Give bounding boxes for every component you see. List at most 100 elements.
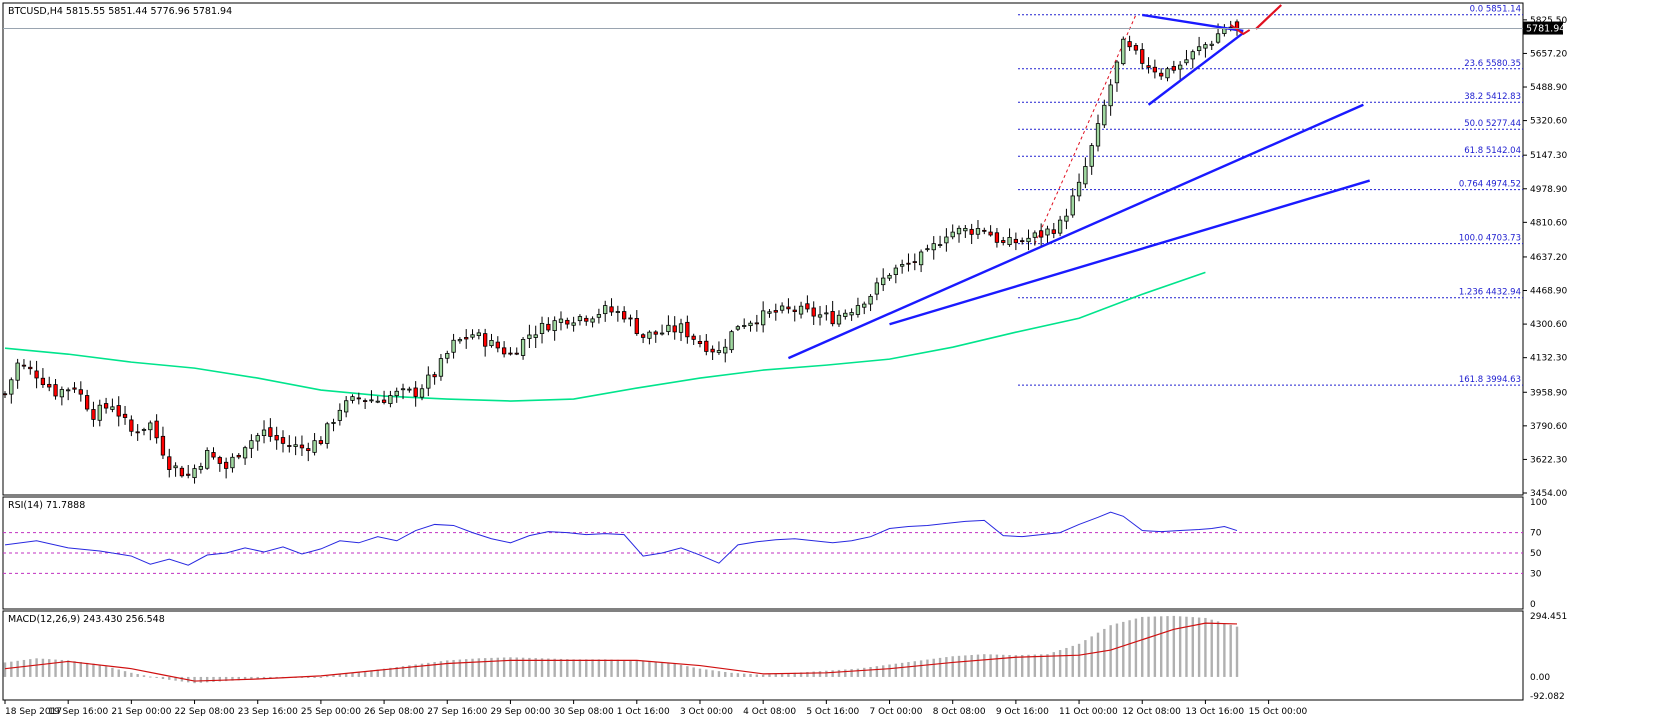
candle bbox=[400, 383, 406, 400]
candle-body bbox=[1070, 195, 1075, 216]
candle bbox=[729, 329, 734, 353]
last-price-label: 5781.94 bbox=[1526, 24, 1565, 35]
candle bbox=[1209, 40, 1214, 50]
candle-body bbox=[40, 377, 46, 386]
candle-body bbox=[571, 322, 576, 326]
candle bbox=[173, 462, 178, 477]
candle bbox=[1133, 42, 1139, 55]
candle-body bbox=[881, 277, 886, 286]
macd-histogram-bar bbox=[692, 667, 695, 677]
candle-body bbox=[963, 228, 968, 232]
macd-histogram-bar bbox=[414, 664, 417, 677]
macd-histogram-bar bbox=[1216, 621, 1220, 677]
candle-body bbox=[135, 431, 140, 434]
candle-body bbox=[337, 409, 342, 421]
candle-body bbox=[798, 305, 804, 315]
candle-body bbox=[1076, 181, 1082, 197]
candle-body bbox=[1026, 237, 1031, 243]
macd-histogram-bar bbox=[913, 661, 916, 677]
candle bbox=[603, 300, 608, 322]
candle bbox=[565, 317, 570, 329]
candle bbox=[129, 415, 134, 437]
candle-body bbox=[918, 251, 924, 266]
candle-body bbox=[28, 366, 33, 370]
candle bbox=[495, 336, 500, 353]
candle bbox=[362, 398, 368, 409]
candle bbox=[1076, 173, 1082, 202]
candle bbox=[805, 295, 810, 313]
rsi-line bbox=[4, 511, 1238, 566]
macd-histogram-bar bbox=[205, 676, 209, 683]
macd-histogram-bar bbox=[136, 674, 139, 677]
macd-histogram-bar bbox=[730, 672, 733, 677]
candle bbox=[906, 253, 911, 272]
macd-histogram-bar bbox=[433, 662, 436, 677]
candle-body bbox=[855, 305, 861, 315]
candle bbox=[779, 302, 785, 314]
candle bbox=[369, 390, 374, 403]
macd-histogram-bar bbox=[559, 658, 563, 677]
candle-body bbox=[1089, 145, 1094, 167]
time-tick-label: 3 Oct 00:00 bbox=[680, 707, 733, 717]
macd-histogram-bar bbox=[856, 668, 860, 677]
candle bbox=[1121, 36, 1126, 66]
candle bbox=[824, 305, 829, 321]
candle-body bbox=[716, 350, 722, 353]
candle-body bbox=[186, 473, 191, 476]
candle bbox=[558, 311, 564, 331]
candle bbox=[1070, 188, 1075, 218]
candle bbox=[868, 294, 873, 312]
candle-body bbox=[1102, 104, 1107, 126]
candle-body bbox=[483, 333, 488, 347]
candle-body bbox=[413, 387, 418, 397]
candle bbox=[470, 329, 475, 340]
candle bbox=[211, 447, 216, 460]
candle-body bbox=[217, 457, 222, 464]
candle-body bbox=[1001, 240, 1006, 243]
candle bbox=[685, 315, 690, 344]
candle bbox=[413, 381, 418, 407]
fib-level-label: 161.8 3994.63 bbox=[1459, 375, 1521, 385]
macd-histogram-bar bbox=[502, 657, 506, 677]
candle-body bbox=[489, 340, 494, 347]
candle bbox=[539, 316, 545, 344]
candle bbox=[622, 306, 627, 323]
candle bbox=[28, 360, 33, 375]
candle bbox=[754, 314, 759, 332]
candle bbox=[900, 259, 905, 274]
candle-body bbox=[950, 231, 955, 238]
candle-body bbox=[843, 312, 848, 317]
candle-body bbox=[969, 228, 974, 235]
candle-body bbox=[103, 403, 109, 409]
candle-body bbox=[173, 465, 178, 469]
projection-dip bbox=[1230, 24, 1251, 36]
candle-body bbox=[1159, 72, 1164, 77]
main-price-axis: 5825.50 5657.20 5488.90 5320.60 5147.30 4978.… bbox=[1523, 16, 1567, 499]
main-panel-frame bbox=[2, 2, 1524, 496]
candle-body bbox=[84, 395, 90, 410]
time-tick-label: 11 Oct 00:00 bbox=[1059, 707, 1118, 717]
macd-histogram-bar bbox=[180, 676, 184, 682]
macd-histogram-bar bbox=[1147, 616, 1150, 677]
macd-histogram-bar bbox=[79, 662, 83, 677]
macd-histogram-bar bbox=[363, 671, 367, 677]
macd-histogram-bar bbox=[1153, 616, 1157, 677]
candle bbox=[931, 236, 936, 260]
fib-level-label: 50.0 5277.44 bbox=[1464, 119, 1521, 129]
candle bbox=[1032, 230, 1037, 246]
candle bbox=[34, 360, 39, 389]
candle-body bbox=[565, 319, 570, 325]
macd-histogram-bar bbox=[1210, 619, 1213, 677]
candle-body bbox=[1051, 229, 1056, 234]
macd-histogram-bar bbox=[496, 657, 500, 677]
candle-body bbox=[312, 440, 317, 453]
price-tick-label: 5825.50 bbox=[1530, 16, 1567, 26]
macd-histogram-bar bbox=[1141, 616, 1144, 677]
macd-histogram-bar bbox=[705, 669, 708, 677]
candle-body bbox=[1133, 45, 1139, 51]
candle bbox=[1089, 143, 1094, 175]
macd-histogram-bar bbox=[117, 669, 120, 677]
moving-average-layer bbox=[4, 271, 1206, 402]
macd-histogram-bar bbox=[35, 658, 38, 677]
macd-histogram-bar bbox=[900, 662, 904, 677]
